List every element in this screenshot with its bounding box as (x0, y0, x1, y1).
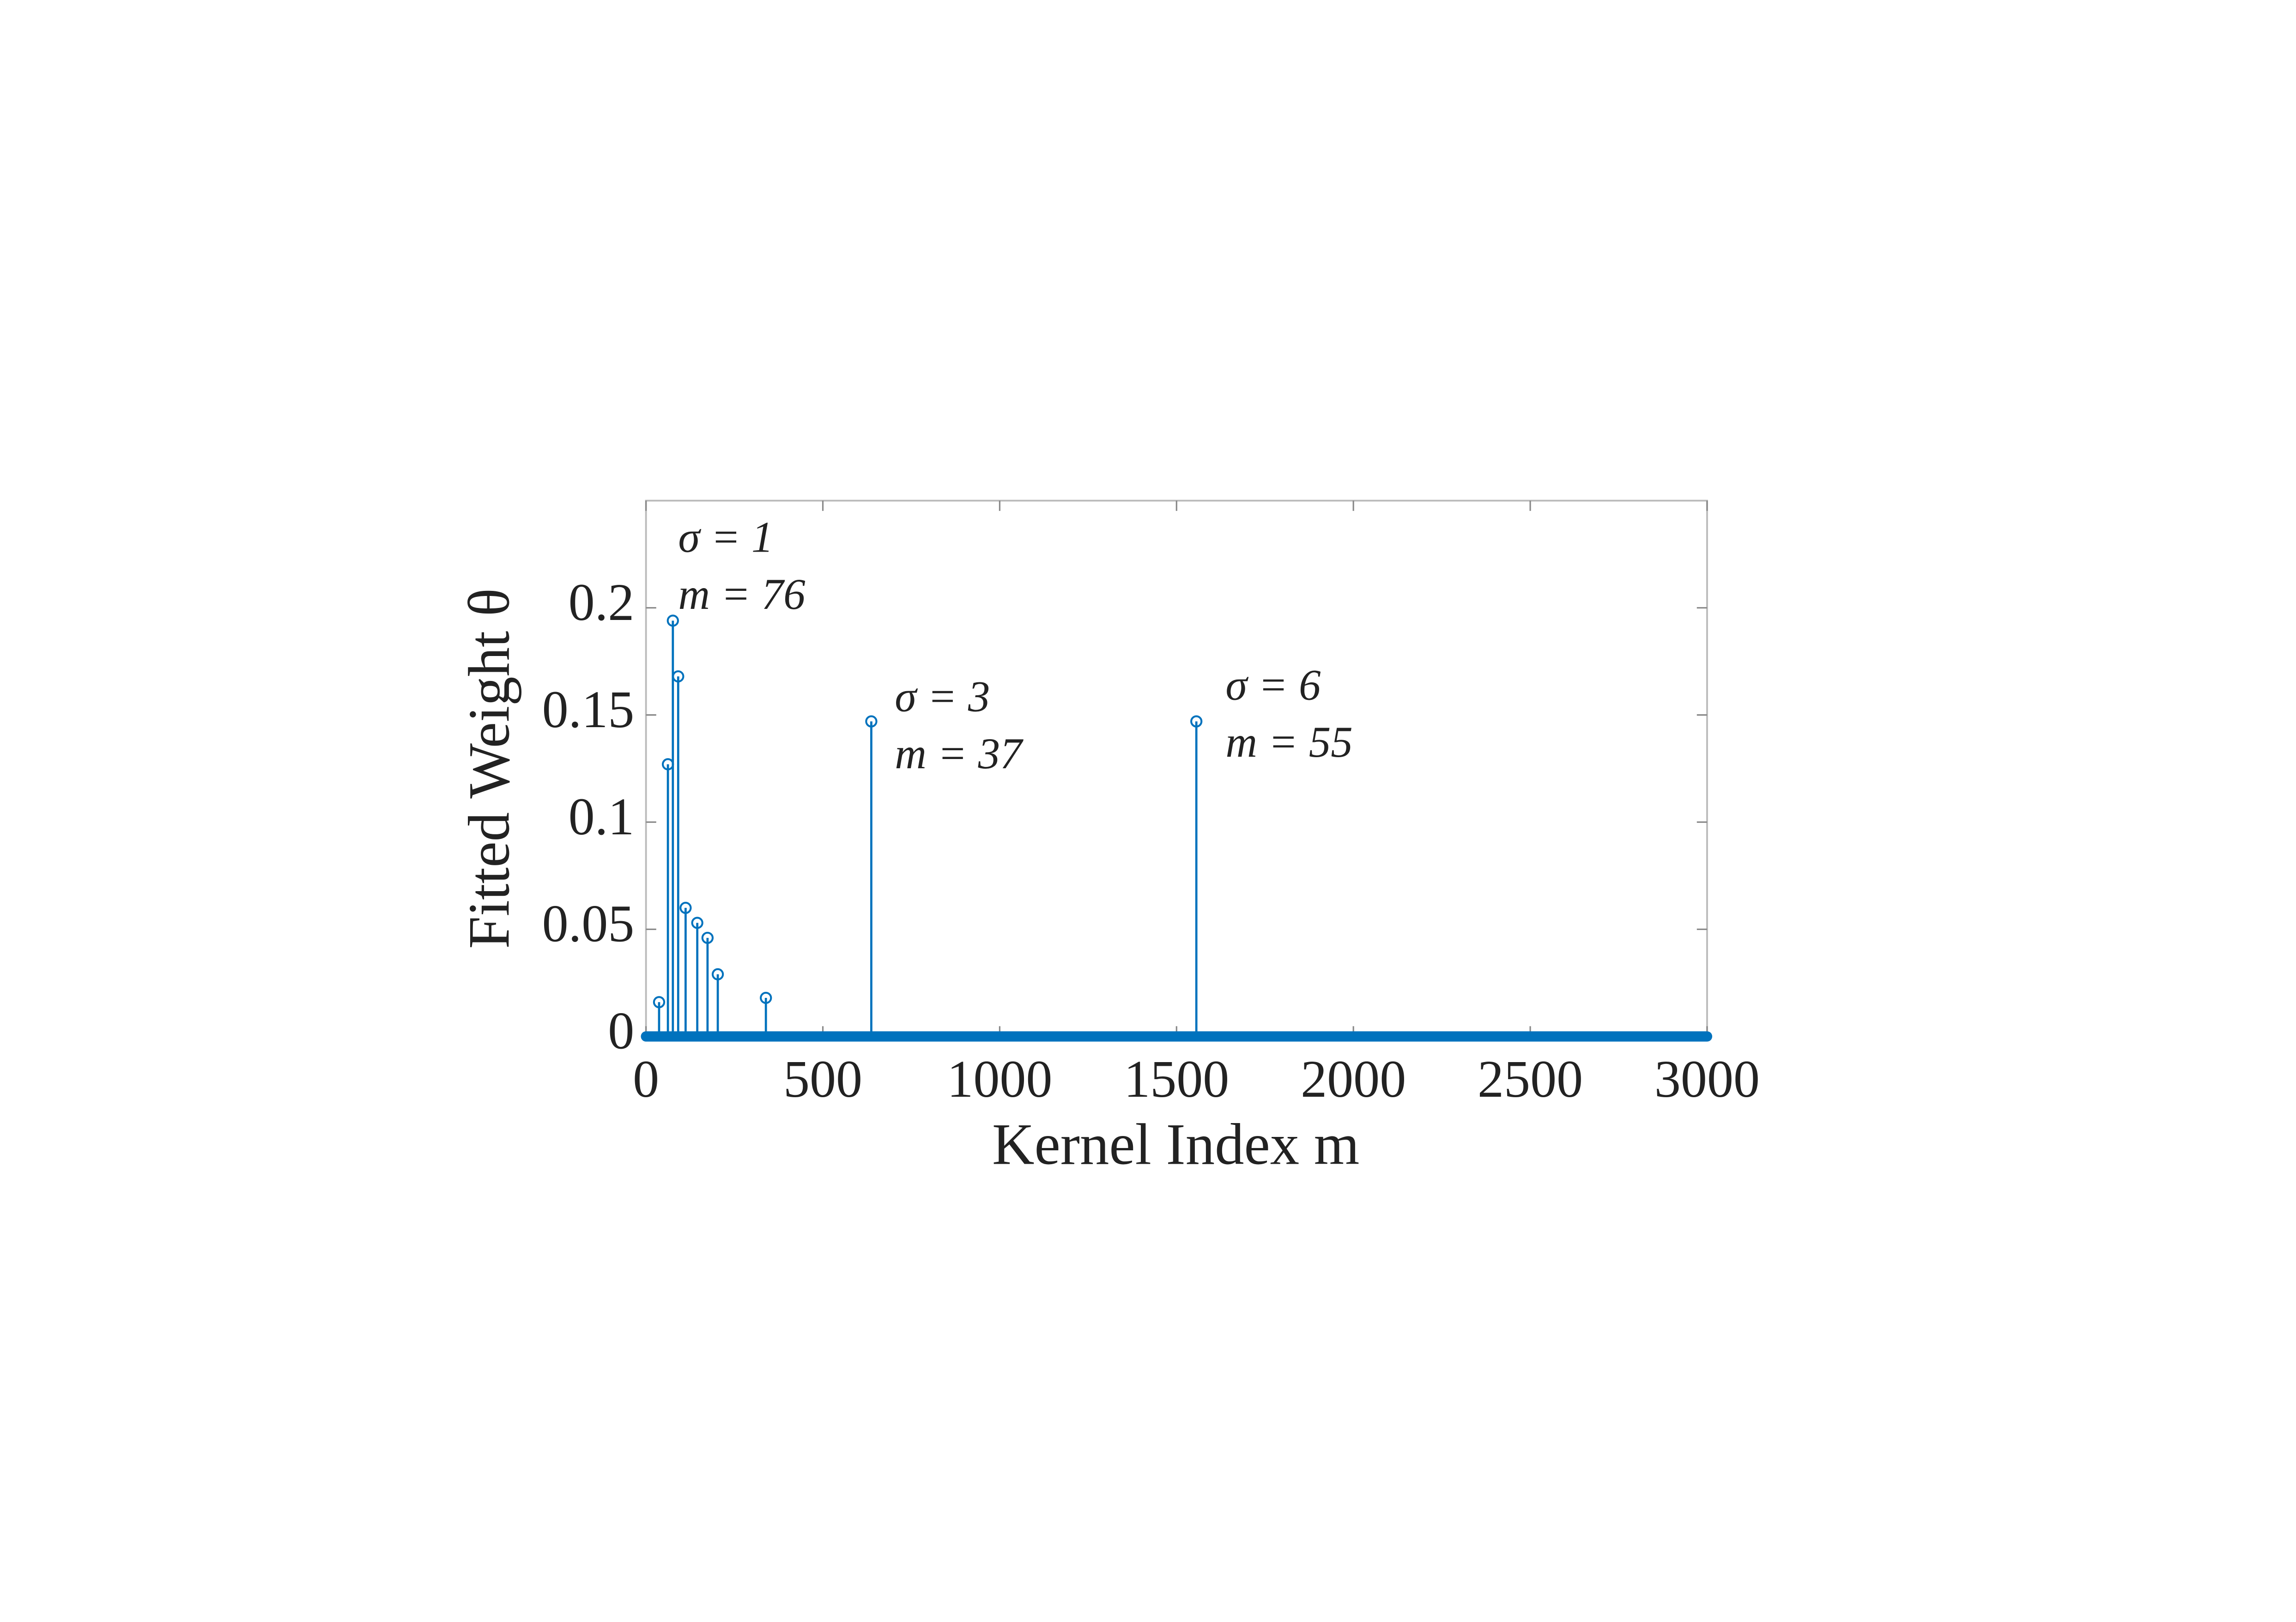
y-tick-label: 0.05 (542, 894, 635, 953)
stem-marker (865, 715, 878, 728)
y-tick-label: 0.1 (569, 787, 635, 846)
stem-marker (760, 991, 772, 1004)
x-tick-label: 1500 (1124, 1050, 1229, 1108)
annotation: σ = 3 (895, 672, 990, 721)
stem-marker (701, 931, 714, 944)
stem-marker (679, 901, 692, 914)
x-tick-label: 500 (783, 1050, 862, 1108)
y-tick-label: 0.2 (569, 573, 635, 632)
annotation: m = 37 (895, 729, 1024, 778)
y-tick-label: 0.15 (542, 680, 635, 739)
stem-marker (653, 996, 666, 1008)
annotation: σ = 6 (1225, 660, 1321, 709)
x-tick-label: 1000 (947, 1050, 1052, 1108)
annotation: m = 76 (678, 570, 806, 619)
annotation: σ = 1 (678, 512, 773, 561)
y-tick-label: 0 (608, 1002, 634, 1060)
stem-marker (666, 614, 679, 627)
y-axis-label: Fitted Weight θ (457, 588, 521, 949)
x-tick-label: 2000 (1301, 1050, 1406, 1108)
x-tick-label: 2500 (1478, 1050, 1583, 1108)
stem-marker (711, 968, 724, 981)
stem-marker (1190, 715, 1203, 728)
x-axis-label: Kernel Index m (992, 1112, 1359, 1177)
annotation: m = 55 (1225, 717, 1352, 766)
stem-marker (691, 917, 703, 929)
x-tick-label: 3000 (1654, 1050, 1760, 1108)
stem-marker (672, 670, 685, 683)
x-tick-label: 0 (633, 1050, 659, 1108)
